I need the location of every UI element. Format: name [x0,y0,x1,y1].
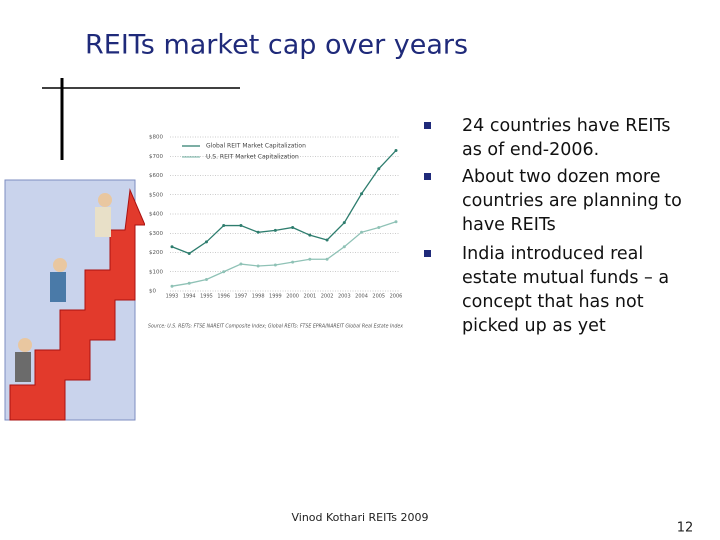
series-point [222,224,226,228]
x-tick-label: 2005 [372,294,385,300]
series-point [204,240,208,244]
x-tick-label: 2000 [286,294,299,300]
series-point [222,270,226,274]
series-line [171,150,397,255]
series-line [171,221,397,287]
series-point [256,230,260,234]
series-point [360,230,364,234]
series-point [394,148,398,152]
y-tick-label: $800 [149,135,163,141]
y-tick-label: $600 [149,173,163,179]
series-point [342,245,346,249]
x-tick-label: 2001 [303,294,316,300]
x-tick-label: 2006 [390,294,403,300]
series-point [325,238,329,242]
x-tick-label: 2003 [338,294,351,300]
bullet-text: concept that has not [462,292,644,312]
bullet-text: picked up as yet [462,316,606,336]
series-point [291,260,295,264]
y-tick-label: $0 [149,289,156,295]
x-tick-label: 1999 [269,294,282,300]
series-point [256,264,260,268]
bullet-marker [424,173,431,180]
x-tick-label: 1998 [252,294,265,300]
y-tick-label: $100 [149,269,163,275]
x-tick-label: 2002 [321,294,334,300]
bullet-text: About two dozen more [462,167,661,187]
series-point [308,233,312,237]
bullet-text: countries are planning to [462,191,682,211]
bullet-text: estate mutual funds – a [462,268,669,288]
series-point [308,257,312,261]
series-point [360,192,364,196]
series-point [377,225,381,229]
y-tick-label: $200 [149,250,163,256]
bullet-text: 24 countries have REITs [462,116,671,136]
series-point [273,228,277,232]
legend-label: Global REIT Market Capitalization [206,143,306,150]
slide-title: REITs market cap over years [85,30,468,61]
x-tick-label: 2004 [355,294,368,300]
legend-label: U.S. REIT Market Capitalization [206,154,299,161]
series-point [239,262,243,266]
series-point [342,221,346,225]
y-tick-label: $300 [149,231,163,237]
series-point [291,225,295,229]
x-tick-label: 1993 [166,294,179,300]
bullet-text: India introduced real [462,244,643,264]
series-point [204,277,208,281]
series-point [187,281,191,285]
bullet-text: have REITs [462,215,556,235]
series-point [377,167,381,171]
clipart [4,179,146,421]
chart-source: Source: U.S. REITs: FTSE NAREIT Composit… [148,324,404,330]
y-tick-label: $700 [149,154,163,160]
x-tick-label: 1997 [235,294,248,300]
series-point [273,263,277,267]
x-tick-label: 1994 [183,294,196,300]
footer: Vinod Kothari REITs 2009 [292,511,429,524]
series-point [394,220,398,224]
page-number: 12 [677,521,694,536]
bullet-text: as of end-2006. [462,140,599,160]
series-point [187,251,191,255]
bullet-marker [424,122,431,129]
series-point [170,245,174,249]
x-tick-label: 1996 [217,294,230,300]
series-point [239,224,243,228]
series-point [170,284,174,288]
y-tick-label: $500 [149,192,163,198]
y-tick-label: $400 [149,212,163,218]
series-point [325,257,329,261]
bullet-marker [424,250,431,257]
x-tick-label: 1995 [200,294,213,300]
